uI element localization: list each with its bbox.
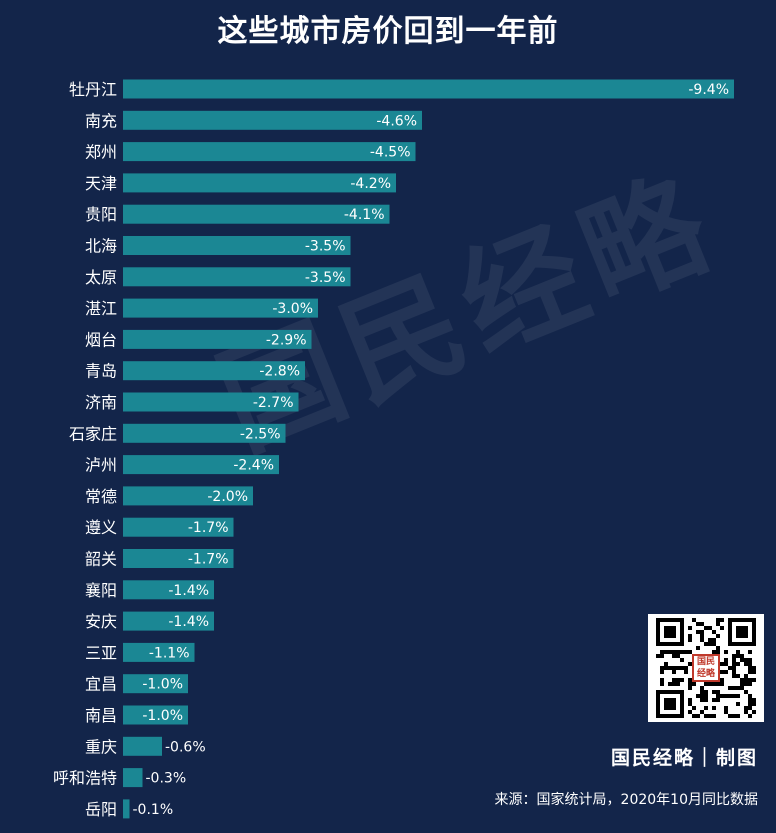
bar xyxy=(123,642,195,662)
bar xyxy=(123,455,279,475)
category-label: 常德 xyxy=(85,487,117,506)
category-label: 遵义 xyxy=(85,518,117,537)
bar xyxy=(123,799,130,819)
value-label: -1.4% xyxy=(168,583,209,599)
bar xyxy=(123,423,286,443)
value-label: -3.5% xyxy=(305,239,346,255)
value-label: -0.6% xyxy=(165,739,206,755)
value-label: -1.0% xyxy=(142,677,183,693)
value-label: -9.4% xyxy=(688,82,729,98)
value-label: -1.0% xyxy=(142,708,183,724)
category-label: 济南 xyxy=(85,393,117,412)
category-label: 襄阳 xyxy=(85,581,117,600)
bar xyxy=(123,611,214,631)
value-label: -1.1% xyxy=(149,645,190,661)
value-label: -1.7% xyxy=(188,552,229,568)
brand-credit: 国民经略｜制图 xyxy=(610,747,758,769)
qr-code-pattern xyxy=(656,618,756,718)
value-label: -2.5% xyxy=(240,426,281,442)
value-label: -0.1% xyxy=(133,802,174,818)
category-label: 青岛 xyxy=(85,362,117,381)
bar xyxy=(123,110,422,130)
category-label: 太原 xyxy=(85,268,117,287)
bar xyxy=(123,580,214,600)
category-label: 韶关 xyxy=(85,550,117,569)
value-label: -2.8% xyxy=(259,364,300,380)
category-label: 三亚 xyxy=(85,643,117,662)
bar xyxy=(123,768,143,788)
qr-code: 国民 经略 xyxy=(648,614,764,722)
bar xyxy=(123,204,390,224)
value-label: -2.4% xyxy=(233,458,274,474)
bar xyxy=(123,705,188,725)
category-label: 湛江 xyxy=(85,299,117,318)
bar xyxy=(123,674,188,694)
category-label: 石家庄 xyxy=(69,424,117,443)
category-label: 牡丹江 xyxy=(69,80,117,99)
bar xyxy=(123,298,318,318)
value-label: -4.6% xyxy=(376,113,417,129)
category-label: 呼和浩特 xyxy=(53,769,117,788)
value-label: -4.5% xyxy=(370,145,411,161)
value-label: -4.2% xyxy=(350,176,391,192)
bar xyxy=(123,267,351,287)
category-label: 郑州 xyxy=(85,143,117,162)
category-label: 南昌 xyxy=(85,706,117,725)
value-label: -2.0% xyxy=(207,489,248,505)
bar xyxy=(123,549,234,568)
category-label: 泸州 xyxy=(85,456,117,475)
bar xyxy=(123,236,351,255)
value-label: -0.3% xyxy=(146,771,187,787)
source-note: 来源：国家统计局，2020年10月同比数据 xyxy=(494,792,758,808)
value-label: -1.4% xyxy=(168,614,209,630)
category-label: 北海 xyxy=(85,237,117,256)
bar xyxy=(123,517,234,537)
category-label: 贵阳 xyxy=(85,205,117,224)
category-label: 重庆 xyxy=(85,737,117,756)
category-label: 南充 xyxy=(85,111,117,130)
bar xyxy=(123,329,312,349)
bar xyxy=(123,79,734,99)
category-label: 天津 xyxy=(85,174,117,193)
value-label: -3.5% xyxy=(305,270,346,286)
bar xyxy=(123,392,299,412)
bar xyxy=(123,736,162,756)
value-label: -2.7% xyxy=(253,395,294,411)
category-label: 安庆 xyxy=(85,612,117,631)
value-label: -2.9% xyxy=(266,332,307,348)
category-label: 宜昌 xyxy=(85,675,117,694)
category-label: 烟台 xyxy=(85,330,117,349)
bar xyxy=(123,486,253,506)
value-label: -4.1% xyxy=(344,207,385,223)
value-label: -3.0% xyxy=(272,301,313,317)
chart-title: 这些城市房价回到一年前 xyxy=(217,14,559,49)
value-label: -1.7% xyxy=(188,520,229,536)
bar xyxy=(123,361,305,381)
bar xyxy=(123,142,416,162)
qr-logo-seal: 国民 经略 xyxy=(692,654,720,682)
category-label: 岳阳 xyxy=(85,800,117,819)
bar xyxy=(123,173,396,193)
